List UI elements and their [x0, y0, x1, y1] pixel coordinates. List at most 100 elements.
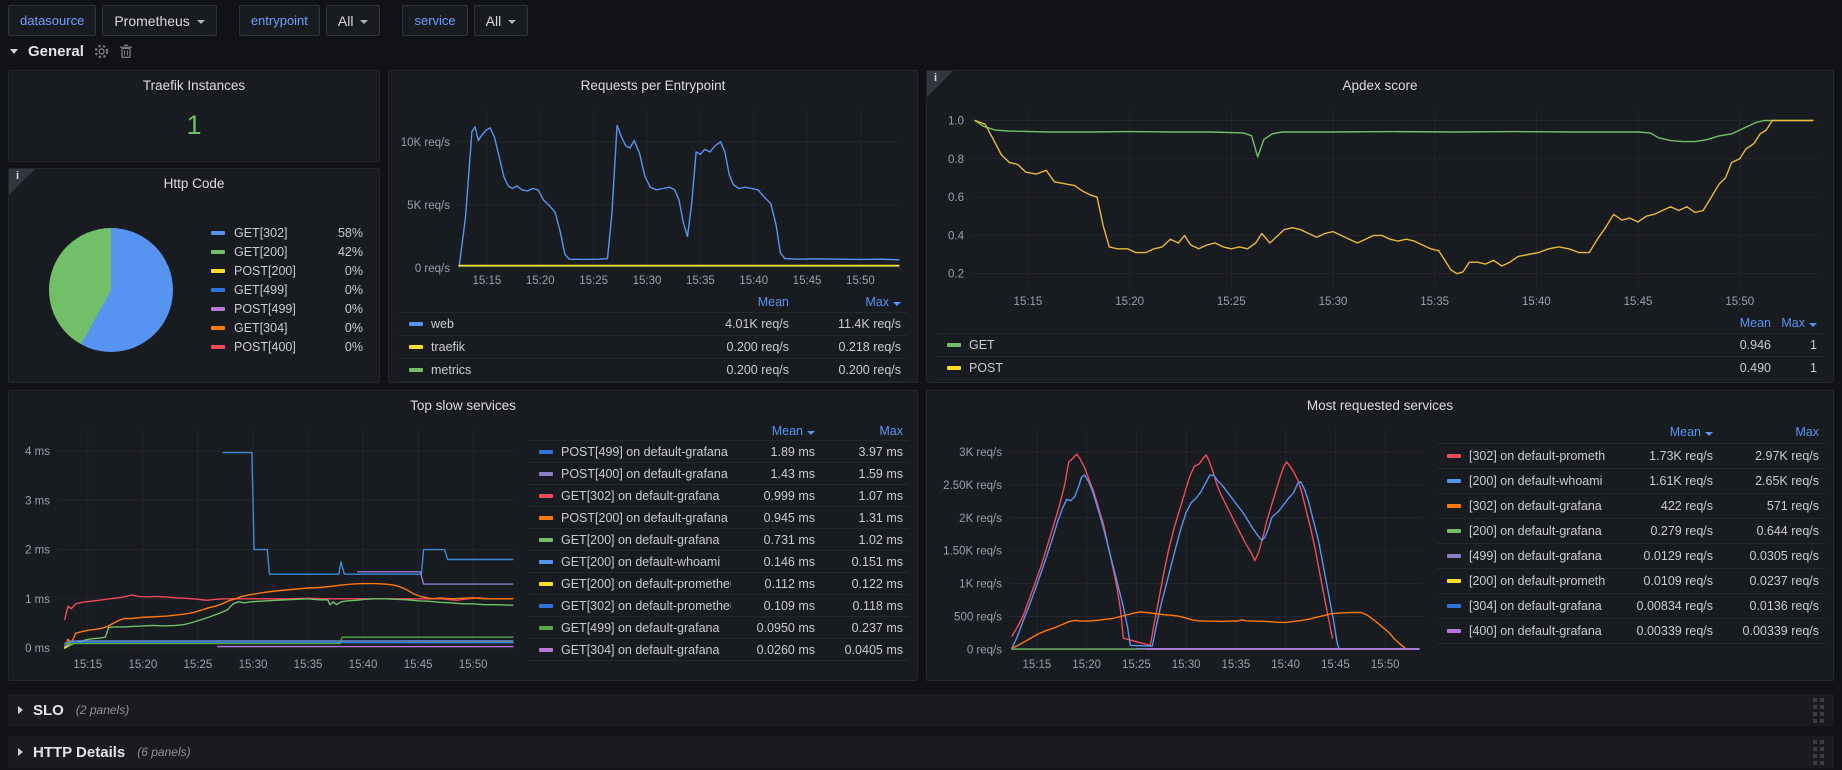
legend-row[interactable]: POST[499] on default-grafana 1.89 ms 3.97 … — [529, 441, 909, 463]
legend-row[interactable]: GET[302] on default-grafana 0.999 ms 1.07 … — [529, 485, 909, 507]
legend-row[interactable]: GET[200] 42% — [211, 242, 363, 261]
drag-handle-icon[interactable] — [1813, 739, 1824, 765]
legend-row[interactable]: POST[400] 0% — [211, 337, 363, 356]
legend-row[interactable]: GET[499] on default-grafana 0.0950 ms 0.23… — [529, 617, 909, 639]
legend-row[interactable]: [200] on default-whoami 1.61K req/s 2.65K … — [1437, 469, 1825, 494]
datasource-select[interactable]: Prometheus — [102, 5, 217, 36]
legend-row[interactable]: POST[200] on default-grafana 0.945 ms 1.31… — [529, 507, 909, 529]
svg-text:15:40: 15:40 — [1522, 296, 1551, 308]
legend-row[interactable]: GET 0.946 1 — [937, 334, 1823, 357]
legend-row[interactable]: [302] on default-prometheus1.73K req/s2.… — [1437, 444, 1825, 469]
panel-info-corner[interactable] — [927, 71, 953, 97]
legend-row[interactable]: [499] on default-grafana 0.0129 req/s 0.03… — [1437, 544, 1825, 569]
svg-text:15:50: 15:50 — [846, 275, 875, 287]
variable-datasource: datasource Prometheus — [8, 5, 217, 36]
requests-chart[interactable]: 0 req/s 5K req/s 10K req/s 15:15 15:20 15:25 1… — [395, 99, 911, 290]
top-slow-chart[interactable]: 0 ms 1 ms 2 ms 3 ms 4 ms 15:15 15:20 15:25 15:30… — [13, 419, 525, 674]
legend-header: Mean Max — [529, 421, 909, 441]
legend-sort-mean[interactable]: Mean — [1739, 316, 1771, 330]
svg-text:0.2: 0.2 — [948, 269, 964, 281]
datasource-label: datasource — [8, 5, 97, 36]
legend-row[interactable]: GET[499] 0% — [211, 280, 363, 299]
chevron-down-icon — [196, 19, 205, 24]
legend-row[interactable]: POST[200] 0% — [211, 261, 363, 280]
legend-row[interactable]: [304] on default-grafana 0.00834 req/s 0.0… — [1437, 594, 1825, 619]
info-icon: i — [934, 72, 938, 84]
legend-row[interactable]: POST[499] 0% — [211, 299, 363, 318]
svg-text:5K req/s: 5K req/s — [407, 200, 450, 212]
service-select[interactable]: All — [473, 5, 529, 36]
svg-text:15:35: 15:35 — [294, 659, 323, 671]
most-requested-chart[interactable]: 0 req/s 500 req/s 1K req/s 1.50K req/s 2K re… — [931, 419, 1433, 674]
entrypoint-select[interactable]: All — [325, 5, 381, 36]
panel-title[interactable]: Top slow services — [410, 397, 516, 413]
legend-row[interactable]: metrics 0.200 req/s 0.200 req/s — [399, 359, 907, 382]
panel-apdex-score: i Apdex score 0.2 0.4 0.6 0.8 1.0 15:15 15:20 1… — [926, 70, 1834, 383]
svg-text:1.50K req/s: 1.50K req/s — [943, 546, 1002, 558]
legend-row[interactable]: [200] on default-grafana 0.279 req/s 0.644… — [1437, 519, 1825, 544]
legend-row[interactable]: GET[304] on default-grafana 0.0260 ms 0.04… — [529, 639, 909, 661]
svg-text:15:50: 15:50 — [459, 659, 488, 671]
svg-text:10K req/s: 10K req/s — [401, 137, 450, 149]
legend-row[interactable]: GET[304] 0% — [211, 318, 363, 337]
svg-text:15:30: 15:30 — [239, 659, 268, 671]
drag-handle-icon[interactable] — [1813, 697, 1824, 723]
panel-title[interactable]: Most requested services — [1306, 397, 1454, 413]
svg-text:0.6: 0.6 — [948, 192, 964, 204]
panel-title[interactable]: Http Code — [163, 175, 225, 191]
legend-header: Mean Max — [937, 313, 1823, 334]
svg-text:15:30: 15:30 — [1172, 659, 1201, 671]
panel-title[interactable]: Requests per Entrypoint — [580, 77, 726, 93]
chevron-down-icon — [10, 49, 18, 54]
svg-text:15:30: 15:30 — [1319, 296, 1348, 308]
svg-text:1.0: 1.0 — [948, 115, 964, 127]
legend-row[interactable]: GET[302] 58% — [211, 223, 363, 242]
svg-text:15:30: 15:30 — [633, 275, 662, 287]
legend-row[interactable]: [302] on default-grafana 422 req/s 571 req… — [1437, 494, 1825, 519]
legend-row[interactable]: [400] on default-grafana 0.00339 req/s 0.0… — [1437, 619, 1825, 644]
legend-sort-max[interactable]: Max — [793, 295, 905, 309]
legend-row[interactable]: GET[302] on default-prometheus 0.109 ms 0.… — [529, 595, 909, 617]
legend-sort-mean[interactable]: Mean — [757, 295, 789, 309]
legend-sort-mean[interactable]: Mean — [731, 424, 819, 438]
legend-row[interactable]: web 4.01K req/s 11.4K req/s — [399, 313, 907, 336]
legend-row[interactable]: GET[200] on default-prometheus 0.112 ms 0.… — [529, 573, 909, 595]
svg-text:15:50: 15:50 — [1371, 659, 1400, 671]
svg-text:2K req/s: 2K req/s — [959, 513, 1002, 525]
legend-sort-mean[interactable]: Mean — [1605, 425, 1717, 439]
pie-chart-area: GET[302] 58% GET[200] 42% POST[200] 0% GET[499… — [9, 197, 379, 382]
legend-row[interactable]: GET[200] on default-whoami 0.146 ms 0.151 … — [529, 551, 909, 573]
svg-text:500 req/s: 500 req/s — [954, 611, 1002, 623]
legend-row[interactable]: POST[400] on default-grafana 1.43 ms 1.59 … — [529, 463, 909, 485]
panel-info-corner[interactable] — [9, 169, 35, 195]
svg-text:2 ms: 2 ms — [25, 545, 50, 557]
legend-row[interactable]: GET[200] on default-grafana 0.731 ms 1.02 … — [529, 529, 909, 551]
row-header-slo[interactable]: SLO (2 panels) — [8, 694, 1834, 726]
svg-text:15:35: 15:35 — [686, 275, 715, 287]
svg-text:0.8: 0.8 — [948, 154, 964, 166]
variable-entrypoint: entrypoint All — [238, 5, 381, 36]
legend-row[interactable]: traefik 0.200 req/s 0.218 req/s — [399, 336, 907, 359]
svg-text:15:45: 15:45 — [1321, 659, 1350, 671]
svg-text:1K req/s: 1K req/s — [959, 579, 1002, 591]
apdex-chart[interactable]: 0.2 0.4 0.6 0.8 1.0 15:15 15:20 15:25 15:30 15:35… — [933, 99, 1827, 311]
legend-sort-max[interactable]: Max — [1795, 425, 1819, 439]
variable-service: service All — [402, 5, 529, 36]
panel-title[interactable]: Apdex score — [1342, 77, 1418, 93]
http-code-pie-chart[interactable] — [49, 227, 173, 352]
row-header-http-details[interactable]: HTTP Details (6 panels) — [8, 736, 1834, 768]
trash-icon[interactable] — [119, 44, 133, 59]
legend-sort-max[interactable]: Max — [1775, 316, 1821, 330]
legend-row[interactable]: POST 0.490 1 — [937, 357, 1823, 380]
gear-icon[interactable] — [94, 44, 109, 59]
svg-text:15:45: 15:45 — [793, 275, 822, 287]
svg-text:15:15: 15:15 — [472, 275, 501, 287]
row-header-general[interactable]: General — [10, 43, 133, 60]
svg-text:0 req/s: 0 req/s — [967, 644, 1002, 656]
legend-sort-max[interactable]: Max — [879, 423, 903, 438]
svg-text:0.4: 0.4 — [948, 230, 965, 242]
stat-value: 1 — [186, 109, 202, 140]
panel-title[interactable]: Traefik Instances — [142, 77, 246, 93]
